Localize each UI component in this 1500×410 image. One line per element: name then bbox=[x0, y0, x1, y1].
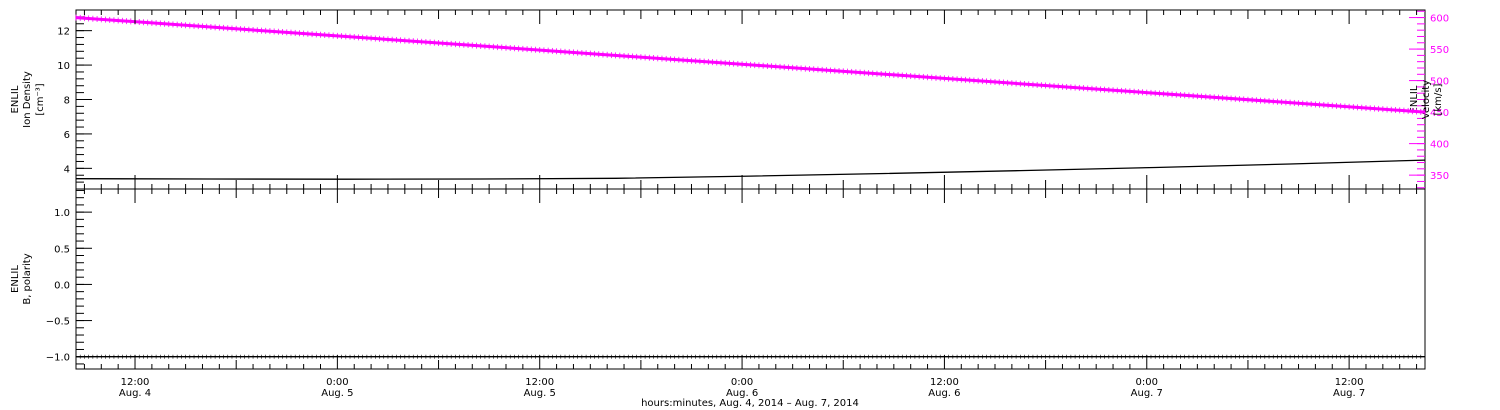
y-tick-label: 6 bbox=[64, 130, 70, 141]
y-tick-label: 12 bbox=[57, 27, 70, 38]
y-axis-title-line: ENLIL bbox=[10, 265, 21, 293]
x-tick-date-label: Aug. 6 bbox=[726, 388, 758, 399]
y-axis-title-line: Ion Density bbox=[22, 71, 33, 128]
y-axis-title-line: B, polarity bbox=[22, 253, 33, 304]
y-axis-title-line: [cm⁻³] bbox=[35, 83, 46, 115]
x-tick-time-label: 12:00 bbox=[525, 377, 554, 388]
x-tick-time-label: 12:00 bbox=[1335, 377, 1364, 388]
x-tick-time-label: 12:00 bbox=[121, 377, 150, 388]
y-tick-label: 10 bbox=[57, 61, 70, 72]
y-axis-title: ENLIL Ion Density [cm⁻³] bbox=[10, 71, 46, 128]
y2-axis-title-line: Velocity bbox=[1421, 80, 1432, 119]
y-axis-title-line: ENLIL bbox=[10, 85, 21, 113]
x-tick-date-label: Aug. 4 bbox=[119, 388, 151, 399]
velocity-markers bbox=[75, 14, 1426, 116]
x-tick-time-label: 0:00 bbox=[731, 377, 753, 388]
y2-axis-title-line: [km/s] bbox=[1433, 83, 1444, 115]
y2-axis-title: ENLIL Velocity [km/s] bbox=[1409, 80, 1444, 119]
x-axis-label: hours:minutes, Aug. 4, 2014 – Aug. 7, 20… bbox=[641, 398, 859, 409]
density-series-line bbox=[75, 159, 1426, 180]
y-tick-label: 0.0 bbox=[54, 280, 70, 291]
x-tick-date-label: Aug. 5 bbox=[524, 388, 556, 399]
x-tick-date-label: Aug. 5 bbox=[321, 388, 353, 399]
y-tick-label: −1.0 bbox=[46, 353, 70, 364]
y-tick-label: 4 bbox=[64, 164, 70, 175]
y2-tick-label: 450 bbox=[1430, 108, 1449, 119]
x-tick-date-label: Aug. 7 bbox=[1333, 388, 1365, 399]
y2-tick-label: 500 bbox=[1430, 77, 1449, 88]
y2-axis-title-line: ENLIL bbox=[1409, 85, 1420, 113]
polarity-markers bbox=[75, 354, 1426, 359]
x-tick-time-label: 0:00 bbox=[1136, 377, 1158, 388]
x-tick-time-label: 12:00 bbox=[930, 377, 959, 388]
y2-tick-label: 400 bbox=[1430, 140, 1449, 151]
y-axis-title: ENLIL B, polarity bbox=[10, 253, 33, 304]
y-tick-label: 1.0 bbox=[54, 208, 70, 219]
y-tick-label: 8 bbox=[64, 96, 70, 107]
y2-tick-label: 350 bbox=[1430, 171, 1449, 182]
x-tick-time-label: 0:00 bbox=[326, 377, 348, 388]
y2-tick-label: 550 bbox=[1430, 45, 1449, 56]
polarity-panel: −1.0 −0.5 0.0 0.5 1.0 ENLIL B, polarity bbox=[10, 188, 1426, 370]
y-tick-label: −0.5 bbox=[46, 317, 70, 328]
x-tick-date-label: Aug. 7 bbox=[1131, 388, 1163, 399]
y-tick-label: 0.5 bbox=[54, 244, 70, 255]
y2-tick-label: 600 bbox=[1430, 14, 1449, 25]
x-tick-date-label: Aug. 6 bbox=[928, 388, 960, 399]
panel-bottom-frame bbox=[75, 188, 1426, 370]
